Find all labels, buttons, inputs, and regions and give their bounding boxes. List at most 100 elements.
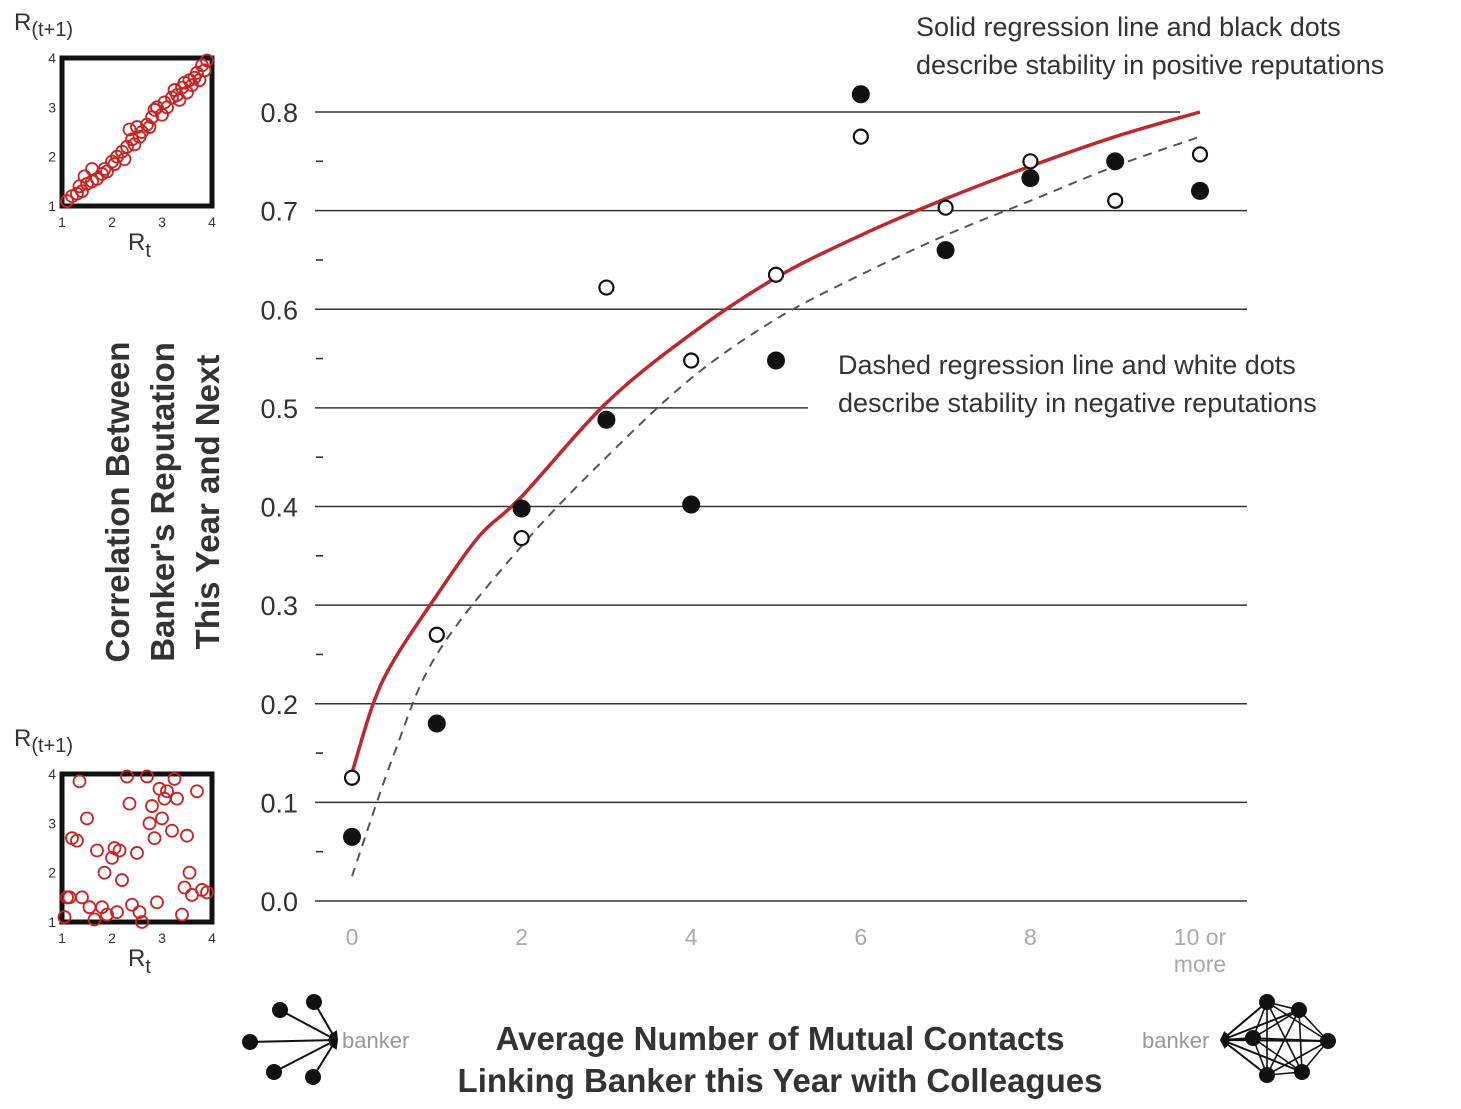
inset-point bbox=[110, 905, 124, 920]
x-tick-label: 10 or bbox=[1174, 924, 1227, 950]
annotation-solid: Solid regression line and black dots des… bbox=[916, 8, 1384, 84]
data-points bbox=[343, 85, 1209, 846]
inset-low-correlation: R(t+1) Rt 1 2 3 4 1 2 3 4 bbox=[14, 725, 216, 978]
node bbox=[1259, 1067, 1275, 1083]
x-axis-title: Average Number of Mutual Contacts Linkin… bbox=[420, 1018, 1140, 1102]
inset-point bbox=[172, 93, 187, 107]
regression-lines bbox=[350, 110, 1201, 877]
x-axis-title-line1: Average Number of Mutual Contacts bbox=[495, 1020, 1065, 1057]
inset-x-tick: 2 bbox=[108, 930, 116, 946]
inset-y-tick: 1 bbox=[48, 198, 56, 214]
inset-point bbox=[145, 799, 159, 813]
edge bbox=[273, 1039, 337, 1073]
inset-point bbox=[70, 833, 84, 848]
edge bbox=[1221, 1001, 1268, 1041]
inset-point bbox=[72, 774, 87, 789]
y-tick-label: 0.8 bbox=[260, 98, 298, 128]
edge bbox=[249, 1039, 337, 1043]
node bbox=[1245, 1030, 1261, 1046]
edge bbox=[1252, 1009, 1300, 1039]
edge bbox=[1266, 1040, 1329, 1076]
y-tick-label: 0.3 bbox=[260, 591, 298, 621]
inset-point bbox=[160, 784, 174, 799]
point-positive bbox=[427, 714, 446, 733]
node bbox=[1320, 1033, 1336, 1049]
inset-point bbox=[170, 791, 184, 806]
point-negative bbox=[1022, 153, 1039, 170]
inset-point bbox=[100, 907, 114, 922]
y-axis-title-line2: Banker's Reputation bbox=[144, 342, 181, 662]
inset-x-tick: 3 bbox=[158, 214, 166, 230]
inset-point bbox=[122, 122, 137, 137]
network-banker-label: banker bbox=[342, 1028, 409, 1053]
point-negative bbox=[428, 626, 445, 643]
inset-point bbox=[97, 865, 112, 880]
inset-point bbox=[150, 895, 164, 910]
node bbox=[1259, 994, 1275, 1010]
point-negative bbox=[683, 352, 700, 369]
inset-point bbox=[135, 915, 149, 929]
x-tick-label: 8 bbox=[1024, 924, 1037, 950]
inset-point bbox=[167, 772, 182, 786]
node bbox=[266, 1064, 282, 1080]
inset-point bbox=[177, 880, 192, 895]
inset-y-tick: 4 bbox=[48, 50, 56, 66]
point-negative bbox=[598, 279, 615, 296]
inset-x-label: Rt bbox=[128, 945, 151, 978]
inset-point bbox=[180, 828, 194, 843]
y-tick-label: 0.7 bbox=[260, 197, 298, 227]
inset-y-tick: 1 bbox=[48, 914, 56, 930]
inset-point bbox=[190, 784, 204, 799]
y-axis-title: Correlation Between Banker's Reputation … bbox=[95, 282, 235, 722]
inset-x-tick: 4 bbox=[208, 214, 216, 230]
point-positive bbox=[767, 351, 785, 370]
node bbox=[272, 1002, 288, 1018]
point-negative bbox=[513, 529, 530, 547]
y-axis-title-line1: Correlation Between bbox=[99, 341, 136, 663]
inset-x-label-subscript: t bbox=[145, 240, 151, 262]
inset-point bbox=[132, 905, 147, 920]
edge bbox=[1221, 1039, 1329, 1042]
inset-point bbox=[57, 910, 72, 924]
inset-point bbox=[147, 831, 162, 846]
inset-x-label: Rt bbox=[128, 229, 151, 262]
inset-x-tick: 3 bbox=[158, 930, 166, 946]
point-positive bbox=[682, 495, 701, 514]
network-icon-dense: banker bbox=[1142, 994, 1336, 1083]
annotation-dashed-line1: Dashed regression line and white dots bbox=[838, 350, 1296, 380]
inset-point bbox=[130, 846, 144, 860]
point-positive bbox=[1106, 152, 1125, 171]
point-positive bbox=[1021, 169, 1040, 188]
inset-x-label-subscript: t bbox=[145, 956, 151, 978]
inset-point bbox=[87, 912, 102, 927]
inset-point bbox=[200, 53, 214, 68]
edge bbox=[1266, 1001, 1303, 1073]
inset-point bbox=[90, 843, 104, 858]
inset-point bbox=[140, 769, 154, 784]
point-positive bbox=[343, 827, 361, 846]
node bbox=[242, 1034, 258, 1050]
point-positive bbox=[1191, 181, 1209, 200]
point-negative bbox=[1191, 146, 1209, 163]
point-negative bbox=[343, 769, 361, 786]
inset-x-tick: 4 bbox=[208, 930, 216, 946]
annotation-solid-line1: Solid regression line and black dots bbox=[916, 12, 1341, 42]
inset-point bbox=[112, 843, 127, 858]
edge bbox=[1252, 1037, 1303, 1073]
node bbox=[305, 1069, 321, 1085]
y-tick-label: 0.6 bbox=[260, 295, 298, 325]
x-tick-label: more bbox=[1174, 951, 1226, 977]
inset-y-tick: 3 bbox=[48, 99, 56, 115]
inset-y-tick: 4 bbox=[48, 766, 56, 782]
inset-y-tick: 2 bbox=[48, 865, 56, 881]
point-negative bbox=[767, 266, 785, 283]
node bbox=[1291, 1002, 1307, 1018]
x-tick-label: 2 bbox=[515, 924, 528, 950]
y-tick-label: 0.0 bbox=[260, 887, 298, 917]
x-tick-label: 0 bbox=[346, 924, 359, 950]
point-positive bbox=[936, 241, 955, 260]
inset-point bbox=[115, 873, 129, 887]
inset-x-tick: 1 bbox=[58, 930, 66, 946]
